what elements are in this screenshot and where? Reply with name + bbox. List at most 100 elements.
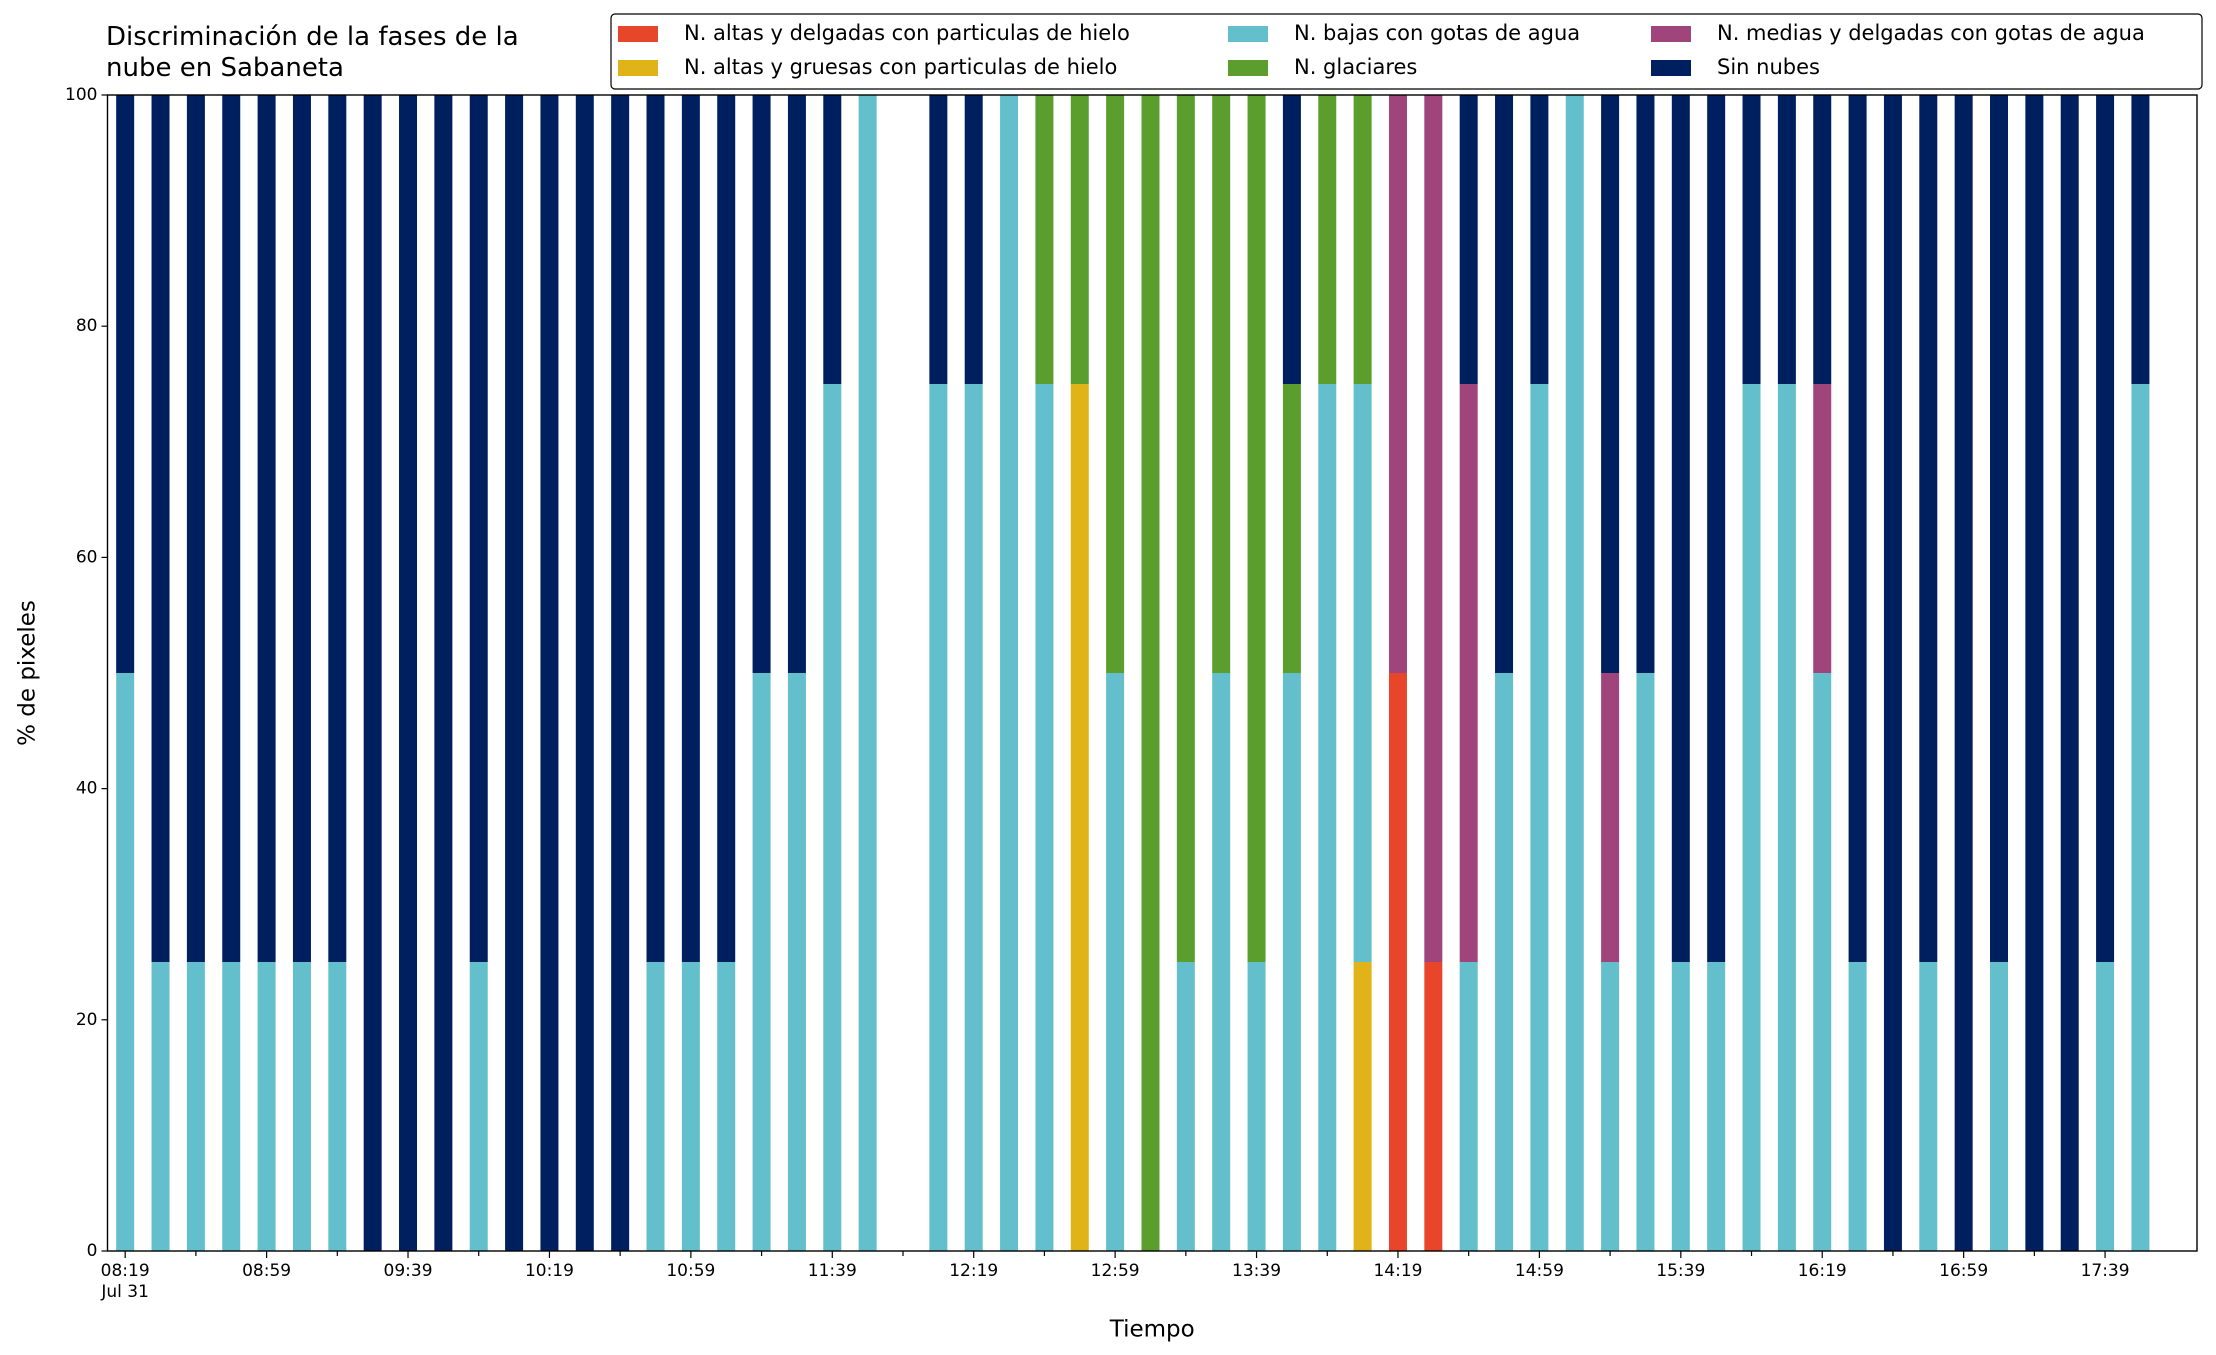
y-tick-label: 60	[76, 547, 98, 567]
bar-segment	[1601, 673, 1620, 962]
bar-segment	[1106, 95, 1125, 673]
bar-segment	[717, 962, 736, 1251]
bar-segment	[964, 95, 983, 384]
legend-label: N. altas y gruesas con particulas de hie…	[684, 55, 1117, 79]
legend-label: N. altas y delgadas con particulas de hi…	[684, 21, 1130, 45]
x-tick-label: 17:39	[2081, 1261, 2130, 1281]
legend-swatch	[618, 26, 658, 42]
bar-segment	[964, 384, 983, 1251]
bar-segment	[1919, 95, 1938, 962]
bar-segment	[611, 95, 630, 1251]
bar-segment	[469, 962, 488, 1251]
bar-segment	[1282, 384, 1301, 673]
bar-segment	[2131, 95, 2150, 384]
bar-segment	[1424, 95, 1443, 962]
bar-segment	[1530, 95, 1549, 384]
bar-segment	[823, 384, 842, 1251]
legend-swatch	[1228, 60, 1268, 76]
legend-swatch	[618, 60, 658, 76]
bar-segment	[1883, 95, 1902, 1251]
x-axis-label: Tiempo	[1109, 1317, 1195, 1343]
bar-segment	[1070, 384, 1089, 1251]
bar-segment	[752, 673, 771, 1251]
bar-segment	[1671, 95, 1690, 962]
bar-segment	[363, 95, 382, 1251]
bar-segment	[1459, 962, 1478, 1251]
plot-frame	[106, 94, 2198, 1252]
bar-segment	[1919, 962, 1938, 1251]
x-tick-label: 13:39	[1232, 1261, 1281, 1281]
bar-segment	[1353, 962, 1372, 1251]
legend-swatch	[1651, 26, 1691, 42]
bar-segment	[1954, 95, 1973, 1251]
bar-segment	[257, 962, 276, 1251]
bar-segment	[1813, 673, 1832, 1251]
bar-segment	[1848, 962, 1867, 1251]
bar-segment	[1530, 384, 1549, 1251]
bar-segment	[1035, 384, 1054, 1251]
bar-segment	[646, 95, 665, 962]
bar-segment	[434, 95, 453, 1251]
legend-swatch	[1228, 26, 1268, 42]
bar-segment	[2096, 95, 2115, 962]
bar-segment	[1247, 962, 1266, 1251]
bar-segment	[1212, 673, 1231, 1251]
bar-segment	[257, 95, 276, 962]
bar-segment	[2025, 95, 2044, 1251]
bar-segment	[151, 962, 170, 1251]
bar-segment	[1247, 95, 1266, 962]
bar-segment	[1636, 95, 1655, 673]
bar-segment	[858, 95, 877, 1251]
bar-segment	[1742, 384, 1761, 1251]
bar-segment	[399, 95, 418, 1251]
bar-segment	[1141, 95, 1160, 1251]
y-tick-label: 100	[65, 85, 97, 105]
legend-label: N. medias y delgadas con gotas de agua	[1717, 21, 2145, 45]
bar-segment	[469, 95, 488, 962]
x-tick-label-line: 08:19	[101, 1261, 150, 1281]
y-tick-label: 0	[87, 1241, 98, 1261]
bar-segment	[1176, 962, 1195, 1251]
bar-segment	[929, 384, 948, 1251]
chart-title: Discriminación de la fases de la nube en…	[106, 22, 519, 84]
bar-segment	[505, 95, 524, 1251]
bar-segment	[717, 95, 736, 962]
bar-segment	[929, 95, 948, 384]
bar-segment	[1388, 673, 1407, 1251]
bar-segment	[1813, 95, 1832, 384]
bar-segment	[681, 962, 700, 1251]
bar-segment	[1176, 95, 1195, 962]
legend-swatch	[1651, 60, 1691, 76]
bar-segment	[1282, 673, 1301, 1251]
bar-segment	[116, 673, 135, 1251]
x-tick-label: 11:39	[808, 1261, 857, 1281]
bar-segment	[186, 95, 205, 962]
bar-segment	[1318, 384, 1337, 1251]
bar-segment	[787, 95, 806, 673]
bar-segment	[1282, 95, 1301, 384]
bar-segment	[1777, 95, 1796, 384]
legend-label: N. glaciares	[1294, 55, 1417, 79]
bar-segment	[328, 95, 347, 962]
bar-segment	[1707, 962, 1726, 1251]
bar-segment	[681, 95, 700, 962]
bar-segment	[1636, 673, 1655, 1251]
x-tick-label: 16:19	[1798, 1261, 1847, 1281]
bar-segment	[575, 95, 594, 1251]
bar-segment	[1848, 95, 1867, 962]
bar-segment	[1601, 962, 1620, 1251]
bar-segment	[823, 95, 842, 384]
bar-segment	[1106, 673, 1125, 1251]
x-tick-label: 08:19 Jul 31	[100, 1261, 149, 1302]
x-tick-label: 08:59	[242, 1261, 291, 1281]
x-tick-label: 16:59	[1939, 1261, 1988, 1281]
bar-segment	[1353, 95, 1372, 384]
bar-segment	[1813, 384, 1832, 673]
y-tick-label: 40	[76, 779, 98, 799]
bar-segment	[1671, 962, 1690, 1251]
y-tick-label: 80	[76, 316, 98, 336]
bar-segment	[292, 95, 311, 962]
x-tick-label-line: Jul 31	[100, 1282, 149, 1302]
bar-segment	[222, 95, 241, 962]
